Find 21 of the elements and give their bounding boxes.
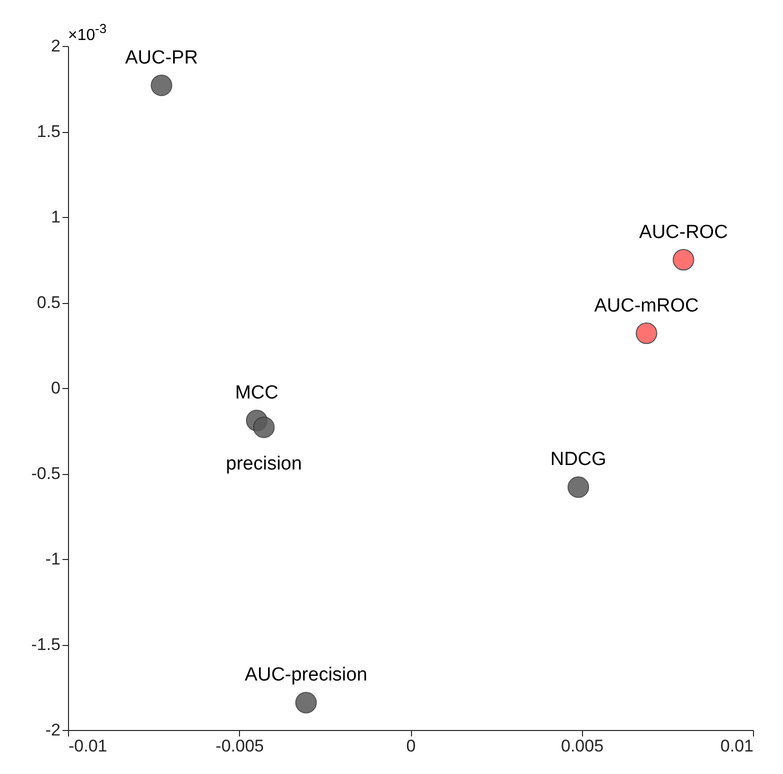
- y-tick-label: 1: [51, 208, 60, 226]
- series-label: AUC-PR: [125, 47, 198, 68]
- y-tick-label: 0.5: [36, 293, 60, 312]
- series-label: AUC-mROC: [594, 295, 699, 316]
- y-tick-label: -1: [45, 550, 60, 568]
- series-label: MCC: [235, 382, 278, 404]
- x-tick-label: 0: [406, 736, 416, 756]
- y-tick-label: -2: [45, 720, 60, 740]
- y-tick-label: 1.5: [36, 122, 60, 141]
- series-label: AUC-ROC: [639, 222, 728, 243]
- x-tick-label: -0.01: [68, 736, 108, 756]
- x-tick-label: -0.005: [216, 736, 264, 756]
- x-tick-label: 0.01: [720, 736, 754, 756]
- y-tick-label: -0.5: [31, 464, 60, 483]
- series-label: AUC-precision: [244, 664, 368, 686]
- x-tick-label: 0.005: [560, 736, 604, 756]
- series-label: precision: [226, 453, 302, 474]
- y-tick-label: 0: [51, 378, 60, 398]
- y-tick-label: 2: [51, 36, 60, 56]
- series-label: NDCG: [550, 449, 606, 470]
- y-tick-label: -1.5: [31, 635, 60, 654]
